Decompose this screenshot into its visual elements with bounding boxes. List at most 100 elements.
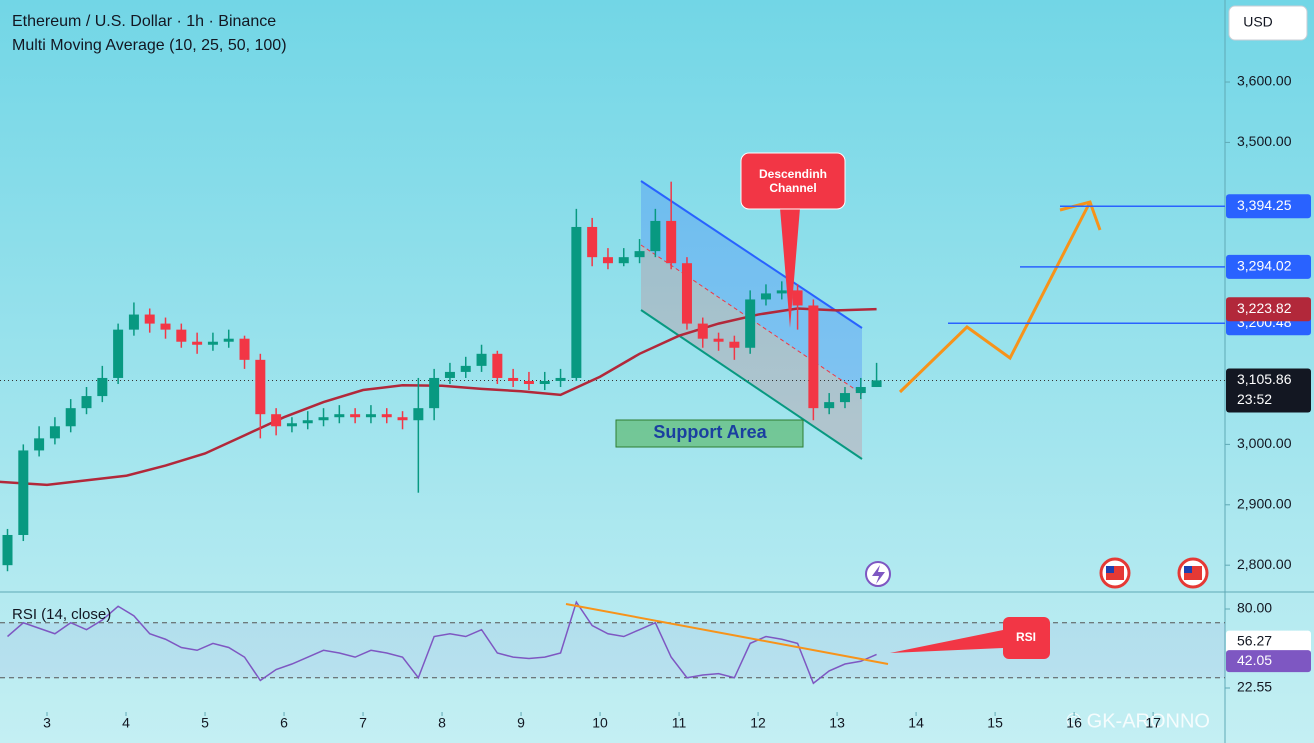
rsi-tick-label: 22.55 [1237,679,1272,695]
level-tag [1226,254,1311,279]
current-tag [1226,368,1311,413]
candle-body [650,220,661,252]
watermark: © GK-ARONNO [1066,710,1210,732]
candle-body [555,377,566,381]
candle-body [602,257,613,264]
channel-lower-fill [641,245,862,459]
candle-body [318,417,329,421]
x-tick-label: 7 [359,715,367,731]
candle-body [239,338,250,360]
rsi-tag [1226,650,1311,673]
rsi-callout-text: RSI [1016,630,1036,644]
x-tick-label: 8 [438,715,446,731]
candle-body [18,450,29,535]
annotations: Support Area RSI [565,152,1209,665]
channel-upper [640,180,863,329]
candle-body [207,341,218,345]
moving-average [0,307,877,487]
rsi-callout-box [1003,617,1050,659]
indicator-title: Multi Moving Average (10, 25, 50, 100) [12,37,287,54]
flash-glyph [872,565,885,584]
rsi-trendline [565,603,889,665]
x-tick-label: 4 [122,715,130,731]
candle-body [413,408,424,421]
candle-body [176,329,187,342]
rsi-tag [1226,630,1311,653]
support-box [615,419,804,448]
support-label: Support Area [653,422,767,442]
candle-body [523,380,534,384]
rsi-tag-label: 56.27 [1237,632,1272,648]
rsi-tick-label: 80.00 [1237,600,1272,616]
chart-title: Ethereum / U.S. Dollar · 1h · Binance [12,13,276,30]
callout-box [740,152,846,210]
candle-body [697,323,708,339]
candle-body [192,341,203,345]
candle-body [745,299,756,348]
candle-body [681,263,692,324]
candle-body [397,417,408,421]
candle-body [49,426,60,439]
candle-body [81,396,92,409]
candle-body [65,408,76,427]
ma-tag [1226,297,1311,322]
x-tick-label: 13 [829,715,845,731]
candle-body [571,226,582,378]
current-tag-label: 3,105.86 [1237,371,1292,387]
candle-body [634,251,645,258]
candle-body [350,414,361,418]
candle-body [381,414,392,418]
countdown: 23:52 [1237,391,1272,407]
level-tag [1226,194,1311,219]
level-tag-label: 3,394.25 [1237,197,1292,213]
y-tick-label: 3,000.00 [1237,435,1292,451]
y-tick-label: 3,600.00 [1237,73,1292,89]
currency-label: USD [1243,14,1273,30]
candle-body [808,305,819,409]
callout-pointer [780,208,800,328]
rsi-callout-pointer [890,630,1003,653]
channel-upper-fill [641,181,862,394]
candle-body [871,380,882,388]
flag-glyph [1106,566,1114,573]
currency-button[interactable] [1228,5,1308,41]
x-tick-label: 16 [1066,715,1082,731]
candle-body [2,534,13,566]
channel-lower [640,309,863,460]
candle-body [539,380,550,384]
candle-body [429,377,440,409]
candle-body [97,377,108,397]
x-tick-label: 6 [280,715,288,731]
y-tick-label: 2,900.00 [1237,495,1292,511]
x-tick-label: 17 [1145,715,1161,731]
level-tag-label: 3,294.02 [1237,258,1292,274]
y-tick-label: 2,800.00 [1237,556,1292,572]
candle-body [286,423,297,427]
candle-body [460,365,471,372]
candle-body [492,353,503,378]
candle-body [444,371,455,378]
candle-body [508,377,519,381]
drawings [615,180,863,460]
candle-body [713,338,724,342]
candle-body [824,402,835,409]
candle-body [839,393,850,403]
candle-body [587,226,598,258]
candle-body [128,314,139,330]
rsi-tag-label: 42.05 [1237,652,1272,668]
candle-body [271,414,282,427]
arrow-head [1059,200,1102,231]
candle-body [34,438,45,451]
channel-callout-text: Descendinh Channel [758,167,827,195]
candle-body [365,414,376,418]
candle-body [760,293,771,300]
rsi-title: RSI (14, close) [12,606,111,623]
x-tick-label: 3 [43,715,51,731]
candle-body [792,290,803,306]
candle-body [618,257,629,264]
candle-body [302,420,313,424]
x-tick-label: 5 [201,715,209,731]
y-tick-label: 3,500.00 [1237,133,1292,149]
